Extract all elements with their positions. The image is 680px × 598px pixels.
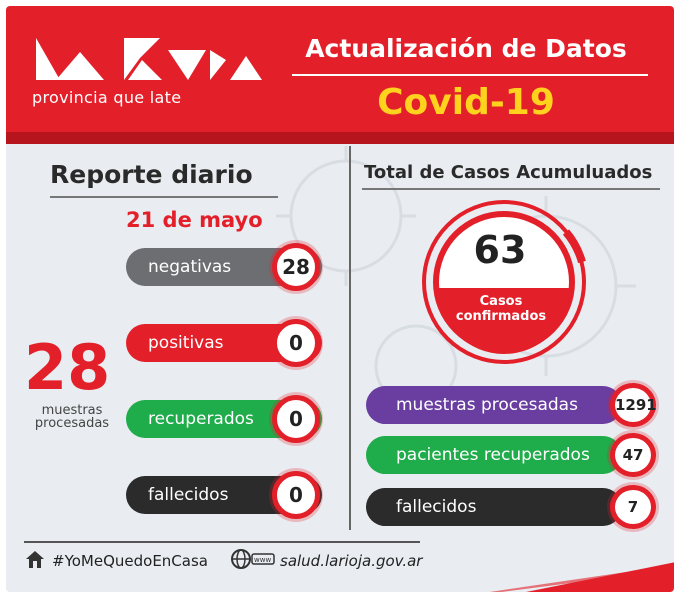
header-title: Actualización de Datos xyxy=(305,34,627,63)
header-divider xyxy=(292,74,648,76)
header-bottom-edge xyxy=(6,132,674,144)
header-banner: provincia que late Actualización de Dato… xyxy=(6,6,674,144)
daily-samples-caption-line2: procesadas xyxy=(34,416,110,431)
pacientes-recuperados-pill: pacientes recuperados xyxy=(366,436,622,474)
muestras-procesadas-pill: muestras procesadas xyxy=(366,386,622,424)
positivas-value-badge: 0 xyxy=(272,319,320,367)
house-icon xyxy=(26,551,44,568)
pacientes-recuperados-value-badge: 47 xyxy=(610,433,656,477)
pacientes-recuperados-label: pacientes recuperados xyxy=(396,445,590,465)
brand-tagline: provincia que late xyxy=(32,88,182,107)
negativas-label: negativas xyxy=(148,257,232,277)
confirmed-label-line2: confirmados xyxy=(455,309,547,324)
daily-report-underline xyxy=(50,196,278,198)
confirmed-cases-ring xyxy=(422,200,586,364)
cumulative-title: Total de Casos Acumuluados xyxy=(364,162,653,183)
daily-samples-caption-line1: muestras xyxy=(41,403,103,418)
fallecidos-acumulados-pill: fallecidos xyxy=(366,488,622,526)
daily-samples-number: 28 xyxy=(24,331,111,404)
daily-report-title: Reporte diario xyxy=(50,160,253,189)
fallecidos-value-badge: 0 xyxy=(272,471,320,519)
decorative-corner-stripes xyxy=(489,562,674,592)
footer-divider xyxy=(24,541,420,543)
la-rioja-logo-icon xyxy=(36,38,262,80)
column-divider xyxy=(349,146,351,530)
confirmed-label-line1: Casos xyxy=(479,294,523,309)
negativas-value-badge: 28 xyxy=(272,243,320,291)
report-date: 21 de mayo xyxy=(126,208,263,232)
muestras-procesadas-value-badge: 1291 xyxy=(610,383,657,427)
daily-samples-caption: muestras procesadas xyxy=(24,404,120,430)
positivas-label: positivas xyxy=(148,333,224,353)
confirmed-cases-value: 63 xyxy=(473,228,527,272)
confirmed-cases-label: Casos confirmados xyxy=(436,294,566,324)
muestras-procesadas-label: muestras procesadas xyxy=(396,395,578,415)
footer-hashtag: #YoMeQuedoEnCasa xyxy=(52,552,208,570)
cumulative-underline xyxy=(362,188,660,190)
svg-text:www: www xyxy=(254,556,271,564)
footer-website: salud.larioja.gov.ar xyxy=(280,552,423,570)
fallecidos-label: fallecidos xyxy=(148,485,229,505)
header-subtitle: Covid-19 xyxy=(377,82,555,123)
fallecidos-acumulados-value-badge: 7 xyxy=(610,485,656,529)
infographic-card: provincia que late Actualización de Dato… xyxy=(6,6,674,592)
recuperados-label: recuperados xyxy=(148,409,254,429)
web-globe-icon: www xyxy=(231,549,275,569)
recuperados-value-badge: 0 xyxy=(272,395,320,443)
fallecidos-acumulados-label: fallecidos xyxy=(396,497,477,517)
